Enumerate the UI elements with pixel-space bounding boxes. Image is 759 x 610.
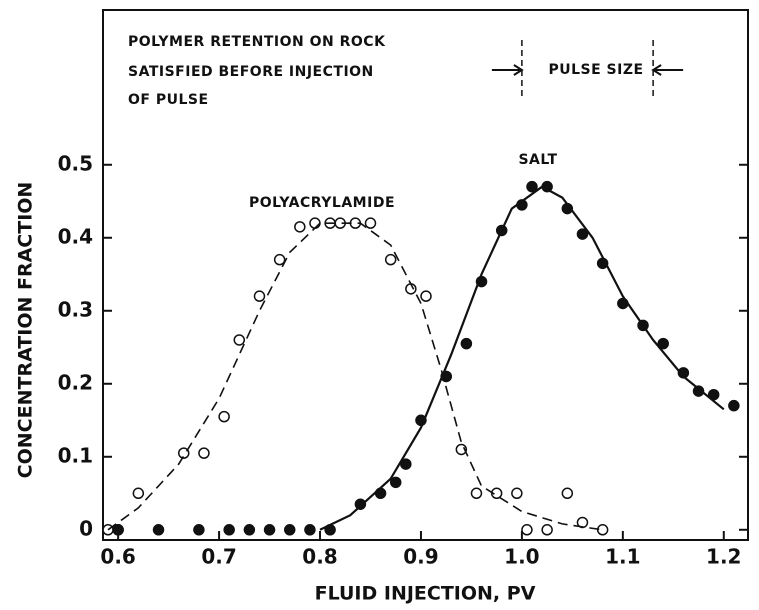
y-tick-label: 0.3 bbox=[58, 297, 93, 321]
y-tick-label: 0.4 bbox=[58, 224, 93, 248]
data-point bbox=[541, 524, 553, 536]
data-point bbox=[294, 221, 306, 233]
x-tick-label: 1.0 bbox=[504, 545, 539, 569]
data-point bbox=[692, 385, 705, 397]
data-point bbox=[309, 217, 321, 229]
data-point bbox=[657, 337, 669, 350]
data-point bbox=[728, 399, 740, 412]
data-point bbox=[576, 228, 589, 240]
plot-frame bbox=[102, 9, 749, 541]
data-point bbox=[561, 487, 574, 500]
annotation: POLYMER RETENTION ON ROCK bbox=[128, 34, 386, 50]
data-point bbox=[152, 524, 165, 536]
pulse-arrow bbox=[651, 64, 684, 76]
data-point bbox=[596, 524, 609, 536]
data-point bbox=[455, 443, 468, 456]
pulse-arrow bbox=[491, 64, 524, 76]
annotation: SALT bbox=[518, 152, 557, 168]
y-tick-label: 0.1 bbox=[58, 443, 93, 467]
data-point bbox=[420, 290, 432, 302]
y-axis-label: CONCENTRATION FRACTION bbox=[15, 182, 37, 479]
x-tick-label: 0.6 bbox=[100, 545, 135, 569]
data-point bbox=[132, 487, 145, 500]
data-point bbox=[354, 498, 367, 510]
annotation: POLYACRYLAMIDE bbox=[249, 195, 395, 211]
y-tick-label: 0.2 bbox=[58, 370, 93, 394]
data-point bbox=[193, 524, 205, 536]
x-tick-label: 1.1 bbox=[605, 545, 640, 569]
data-point bbox=[223, 524, 235, 536]
x-tick-label: 0.7 bbox=[201, 545, 236, 569]
fit-curve bbox=[319, 185, 725, 531]
x-tick-label: 0.8 bbox=[302, 545, 337, 569]
data-point bbox=[511, 487, 523, 500]
data-point bbox=[384, 253, 397, 266]
data-point bbox=[389, 476, 402, 489]
annotation: SATISFIED BEFORE INJECTION bbox=[128, 64, 374, 80]
x-axis-label: FLUID INJECTION, PV bbox=[315, 583, 536, 605]
x-tick-label: 1.2 bbox=[706, 545, 741, 569]
data-point bbox=[521, 524, 533, 536]
data-point bbox=[198, 447, 210, 459]
data-point bbox=[283, 524, 296, 536]
y-tick-label: 0 bbox=[79, 516, 93, 540]
data-point bbox=[304, 524, 316, 536]
data-point bbox=[460, 337, 473, 350]
data-point bbox=[273, 253, 286, 266]
data-point bbox=[400, 458, 412, 470]
data-point bbox=[364, 217, 377, 229]
data-point bbox=[263, 524, 276, 536]
annotation: OF PULSE bbox=[128, 92, 209, 108]
y-tick-label: 0.5 bbox=[58, 151, 93, 175]
data-point bbox=[112, 524, 124, 536]
data-point bbox=[218, 410, 230, 423]
data-point bbox=[253, 290, 266, 302]
annotation: PULSE SIZE bbox=[548, 62, 643, 78]
data-point bbox=[526, 180, 538, 193]
x-tick-label: 0.9 bbox=[403, 545, 438, 569]
data-point bbox=[243, 524, 256, 536]
fit-curve bbox=[107, 222, 603, 531]
data-point bbox=[233, 334, 246, 346]
data-point bbox=[470, 487, 483, 500]
